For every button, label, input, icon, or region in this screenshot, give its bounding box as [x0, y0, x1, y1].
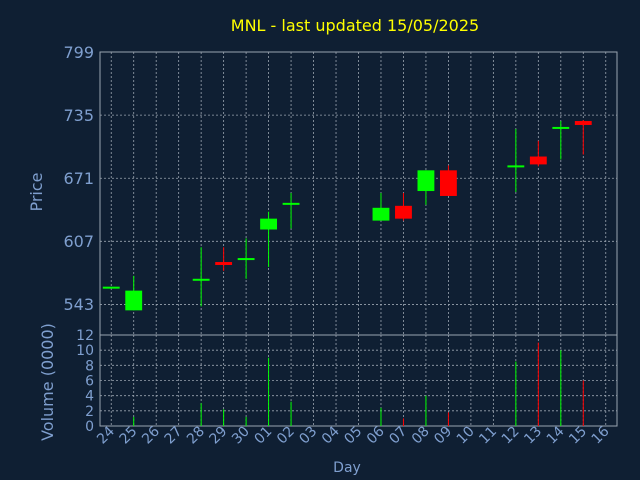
x-tick-label: 04 — [319, 423, 343, 447]
candle-body — [439, 170, 457, 196]
x-tick-label: 03 — [296, 424, 320, 448]
x-tick-label: 12 — [499, 424, 523, 448]
candle-body — [574, 121, 592, 125]
x-tick-label: 06 — [364, 423, 388, 447]
x-tick-label: 05 — [341, 424, 365, 448]
x-tick-label: 13 — [521, 424, 545, 448]
x-tick-label: 02 — [274, 424, 298, 448]
price-tick-label: 735 — [63, 106, 94, 125]
price-tick-label: 671 — [63, 169, 94, 188]
chart-title: MNL - last updated 15/05/2025 — [231, 16, 479, 35]
x-tick-label: 11 — [476, 424, 500, 448]
candle-body — [507, 165, 525, 168]
x-tick-label: 25 — [117, 424, 141, 448]
x-tick-label: 24 — [94, 423, 118, 447]
volume-tick-label: 0 — [85, 419, 94, 435]
volume-tick-label: 6 — [85, 374, 94, 390]
candle-body — [192, 278, 210, 281]
price-panel: 543 607 671 735 799 — [63, 43, 618, 336]
x-tick-label: 28 — [184, 424, 208, 448]
x-tick-label: 01 — [251, 424, 275, 448]
price-tick-label: 799 — [63, 43, 94, 62]
price-tick-label: 607 — [63, 232, 94, 251]
volume-panel: 0246810122425262728293001020304050607080… — [76, 328, 618, 448]
x-axis-label: Day — [333, 460, 361, 476]
x-tick-label: 26 — [139, 423, 163, 447]
volume-tick-label: 12 — [76, 328, 94, 344]
candle-body — [372, 207, 390, 221]
x-tick-label: 15 — [566, 424, 590, 448]
x-tick-label: 27 — [162, 424, 186, 448]
candle-body — [260, 218, 278, 230]
candle-body — [237, 258, 255, 261]
x-tick-label: 08 — [409, 424, 433, 448]
volume-tick-label: 2 — [85, 404, 94, 420]
x-tick-label: 29 — [207, 424, 231, 448]
candle-body — [102, 286, 120, 289]
candle-body — [395, 205, 412, 219]
volume-axis-label: Volume (0000) — [38, 323, 57, 441]
x-tick-label: 14 — [544, 423, 568, 447]
candle-body — [215, 262, 233, 265]
volume-tick-label: 10 — [76, 343, 94, 359]
volume-tick-label: 8 — [85, 358, 94, 374]
price-axis-label: Price — [27, 172, 46, 211]
candle-body — [529, 156, 547, 165]
candle-body — [552, 126, 570, 129]
volume-tick-label: 4 — [85, 389, 94, 405]
x-tick-label: 07 — [386, 424, 410, 448]
price-tick-label: 543 — [63, 295, 94, 314]
x-tick-label: 10 — [454, 424, 478, 448]
candle-body — [282, 202, 300, 205]
x-tick-label: 30 — [229, 424, 253, 448]
x-tick-label: 16 — [589, 423, 613, 447]
candle-body — [125, 290, 143, 311]
candle-body — [417, 170, 435, 192]
x-tick-label: 09 — [431, 424, 455, 448]
